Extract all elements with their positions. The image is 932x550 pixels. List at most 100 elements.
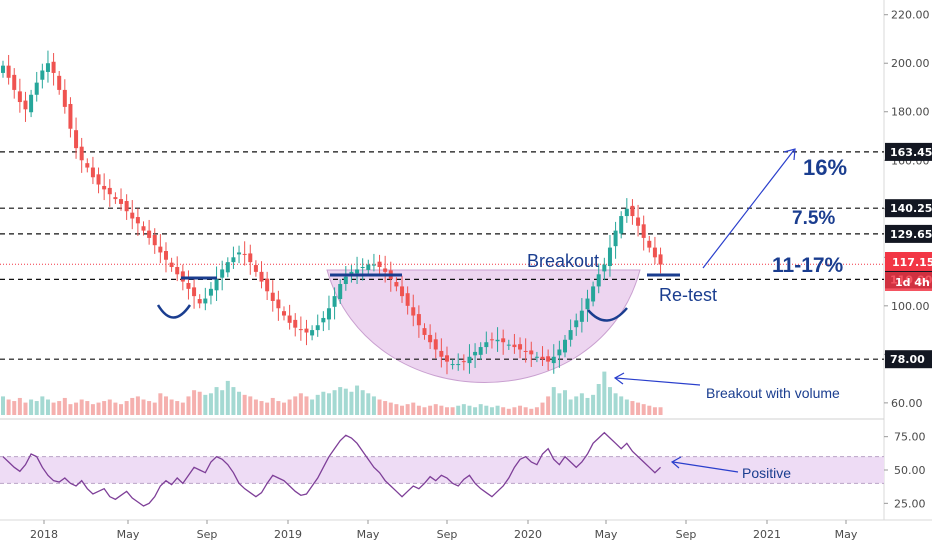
candle-body — [512, 344, 517, 348]
candle-body — [175, 267, 180, 275]
level-badge-label: 129.65 — [890, 228, 932, 241]
volume-bar — [203, 394, 208, 415]
candle-body — [518, 344, 523, 350]
time-tick-label: May — [835, 528, 858, 541]
candle-body — [51, 61, 56, 73]
level-badge-bg — [885, 142, 932, 161]
candle-body — [439, 350, 444, 357]
volume-bar — [282, 402, 286, 415]
volume-bar — [444, 407, 449, 415]
candle-body — [557, 349, 562, 356]
candle-body — [220, 269, 225, 278]
candle-body — [563, 339, 567, 353]
price-tick-label: 220.00 — [891, 9, 930, 22]
annotation-16pct: 16% — [803, 155, 847, 180]
level-badge-label: 78.00 — [890, 353, 925, 366]
volume-bar — [119, 404, 124, 415]
rsi-tick-label: 75.00 — [894, 431, 926, 444]
candle-body — [248, 253, 253, 263]
candle-body — [366, 264, 371, 270]
candle-body — [602, 264, 607, 272]
candle-body — [102, 185, 107, 190]
volume-bar — [208, 393, 213, 415]
volume-bar — [62, 397, 67, 415]
annotation-positive: Positive — [742, 465, 791, 481]
candle-body — [45, 63, 50, 72]
volume-bar — [135, 396, 140, 415]
price-tick-label: 180.00 — [891, 106, 930, 119]
candle-body — [343, 276, 348, 284]
candle-body — [203, 298, 208, 304]
level-badge-bg — [885, 224, 932, 243]
volume-bar — [34, 401, 39, 415]
candle-body — [332, 296, 337, 307]
rsi-line — [2, 431, 661, 507]
volume-bar — [45, 399, 50, 415]
candle-body — [534, 356, 539, 358]
volume-bar — [394, 404, 399, 415]
volume-bar — [310, 399, 315, 415]
candle-body — [85, 163, 90, 168]
candle-body — [489, 339, 494, 341]
volume-bar — [422, 407, 427, 415]
candle-body — [163, 251, 168, 260]
countdown-bg — [885, 272, 932, 291]
volume-bar — [141, 399, 146, 415]
time-tick-label: 2019 — [274, 528, 302, 541]
volume-bar — [163, 396, 168, 415]
volume-bar — [338, 387, 343, 415]
volume-bar — [450, 407, 455, 415]
candle-body — [270, 292, 275, 301]
candle-body — [546, 356, 551, 362]
volume-bar — [326, 393, 331, 415]
volume-bar — [175, 401, 180, 415]
candle-body — [422, 328, 427, 335]
volume-bar — [90, 404, 95, 415]
candle-body — [135, 217, 140, 224]
candle-body — [287, 315, 292, 323]
volume-bar — [248, 396, 253, 415]
candle-body — [484, 342, 489, 348]
volume-bar — [74, 402, 79, 415]
volume-bar — [355, 385, 360, 415]
candle-body — [619, 216, 624, 234]
candle-body — [293, 319, 298, 328]
volume-bar — [276, 401, 281, 415]
volume-bar — [237, 391, 242, 415]
volume-bar — [591, 394, 596, 415]
volume-bar — [478, 404, 483, 415]
candle-body — [624, 208, 629, 217]
candle-body — [34, 82, 39, 95]
current-price-badge: 117.15 1d 4h — [885, 252, 932, 291]
volume-bar — [12, 401, 17, 415]
rsi-arrow — [672, 461, 739, 473]
candle-body — [79, 146, 84, 161]
volume-bar — [253, 399, 258, 415]
volume-bar — [158, 393, 163, 415]
volume-bar — [647, 405, 652, 415]
price-tick-label: 60.00 — [891, 397, 923, 410]
annotation-breakout: Breakout — [527, 251, 599, 271]
volume-bar — [613, 393, 618, 415]
rsi-arrow-head — [670, 456, 682, 469]
candle-body — [253, 265, 258, 272]
volume-bar — [6, 399, 11, 415]
candle-body — [304, 328, 309, 333]
rsi-axis[interactable]: 75.00 50.00 25.00 — [884, 431, 926, 511]
countdown-label: 1d 4h — [895, 276, 930, 289]
candle-body — [282, 311, 286, 316]
candle-body — [158, 246, 163, 253]
volume-arrow-head — [613, 372, 625, 385]
candle-body — [613, 230, 618, 247]
volume-bar — [484, 405, 489, 415]
candle-body — [152, 234, 157, 246]
volume-bar — [574, 396, 579, 415]
volume-bar — [96, 402, 101, 415]
candles-layer — [1, 50, 663, 375]
time-axis[interactable]: 2018 May Sep 2019 May Sep 2020 May Sep 2021 May — [30, 520, 858, 541]
candle-body — [652, 247, 657, 258]
volume-bar — [130, 397, 135, 415]
candle-body — [607, 247, 612, 267]
volume-bar — [192, 390, 197, 415]
volume-bar — [473, 407, 478, 415]
